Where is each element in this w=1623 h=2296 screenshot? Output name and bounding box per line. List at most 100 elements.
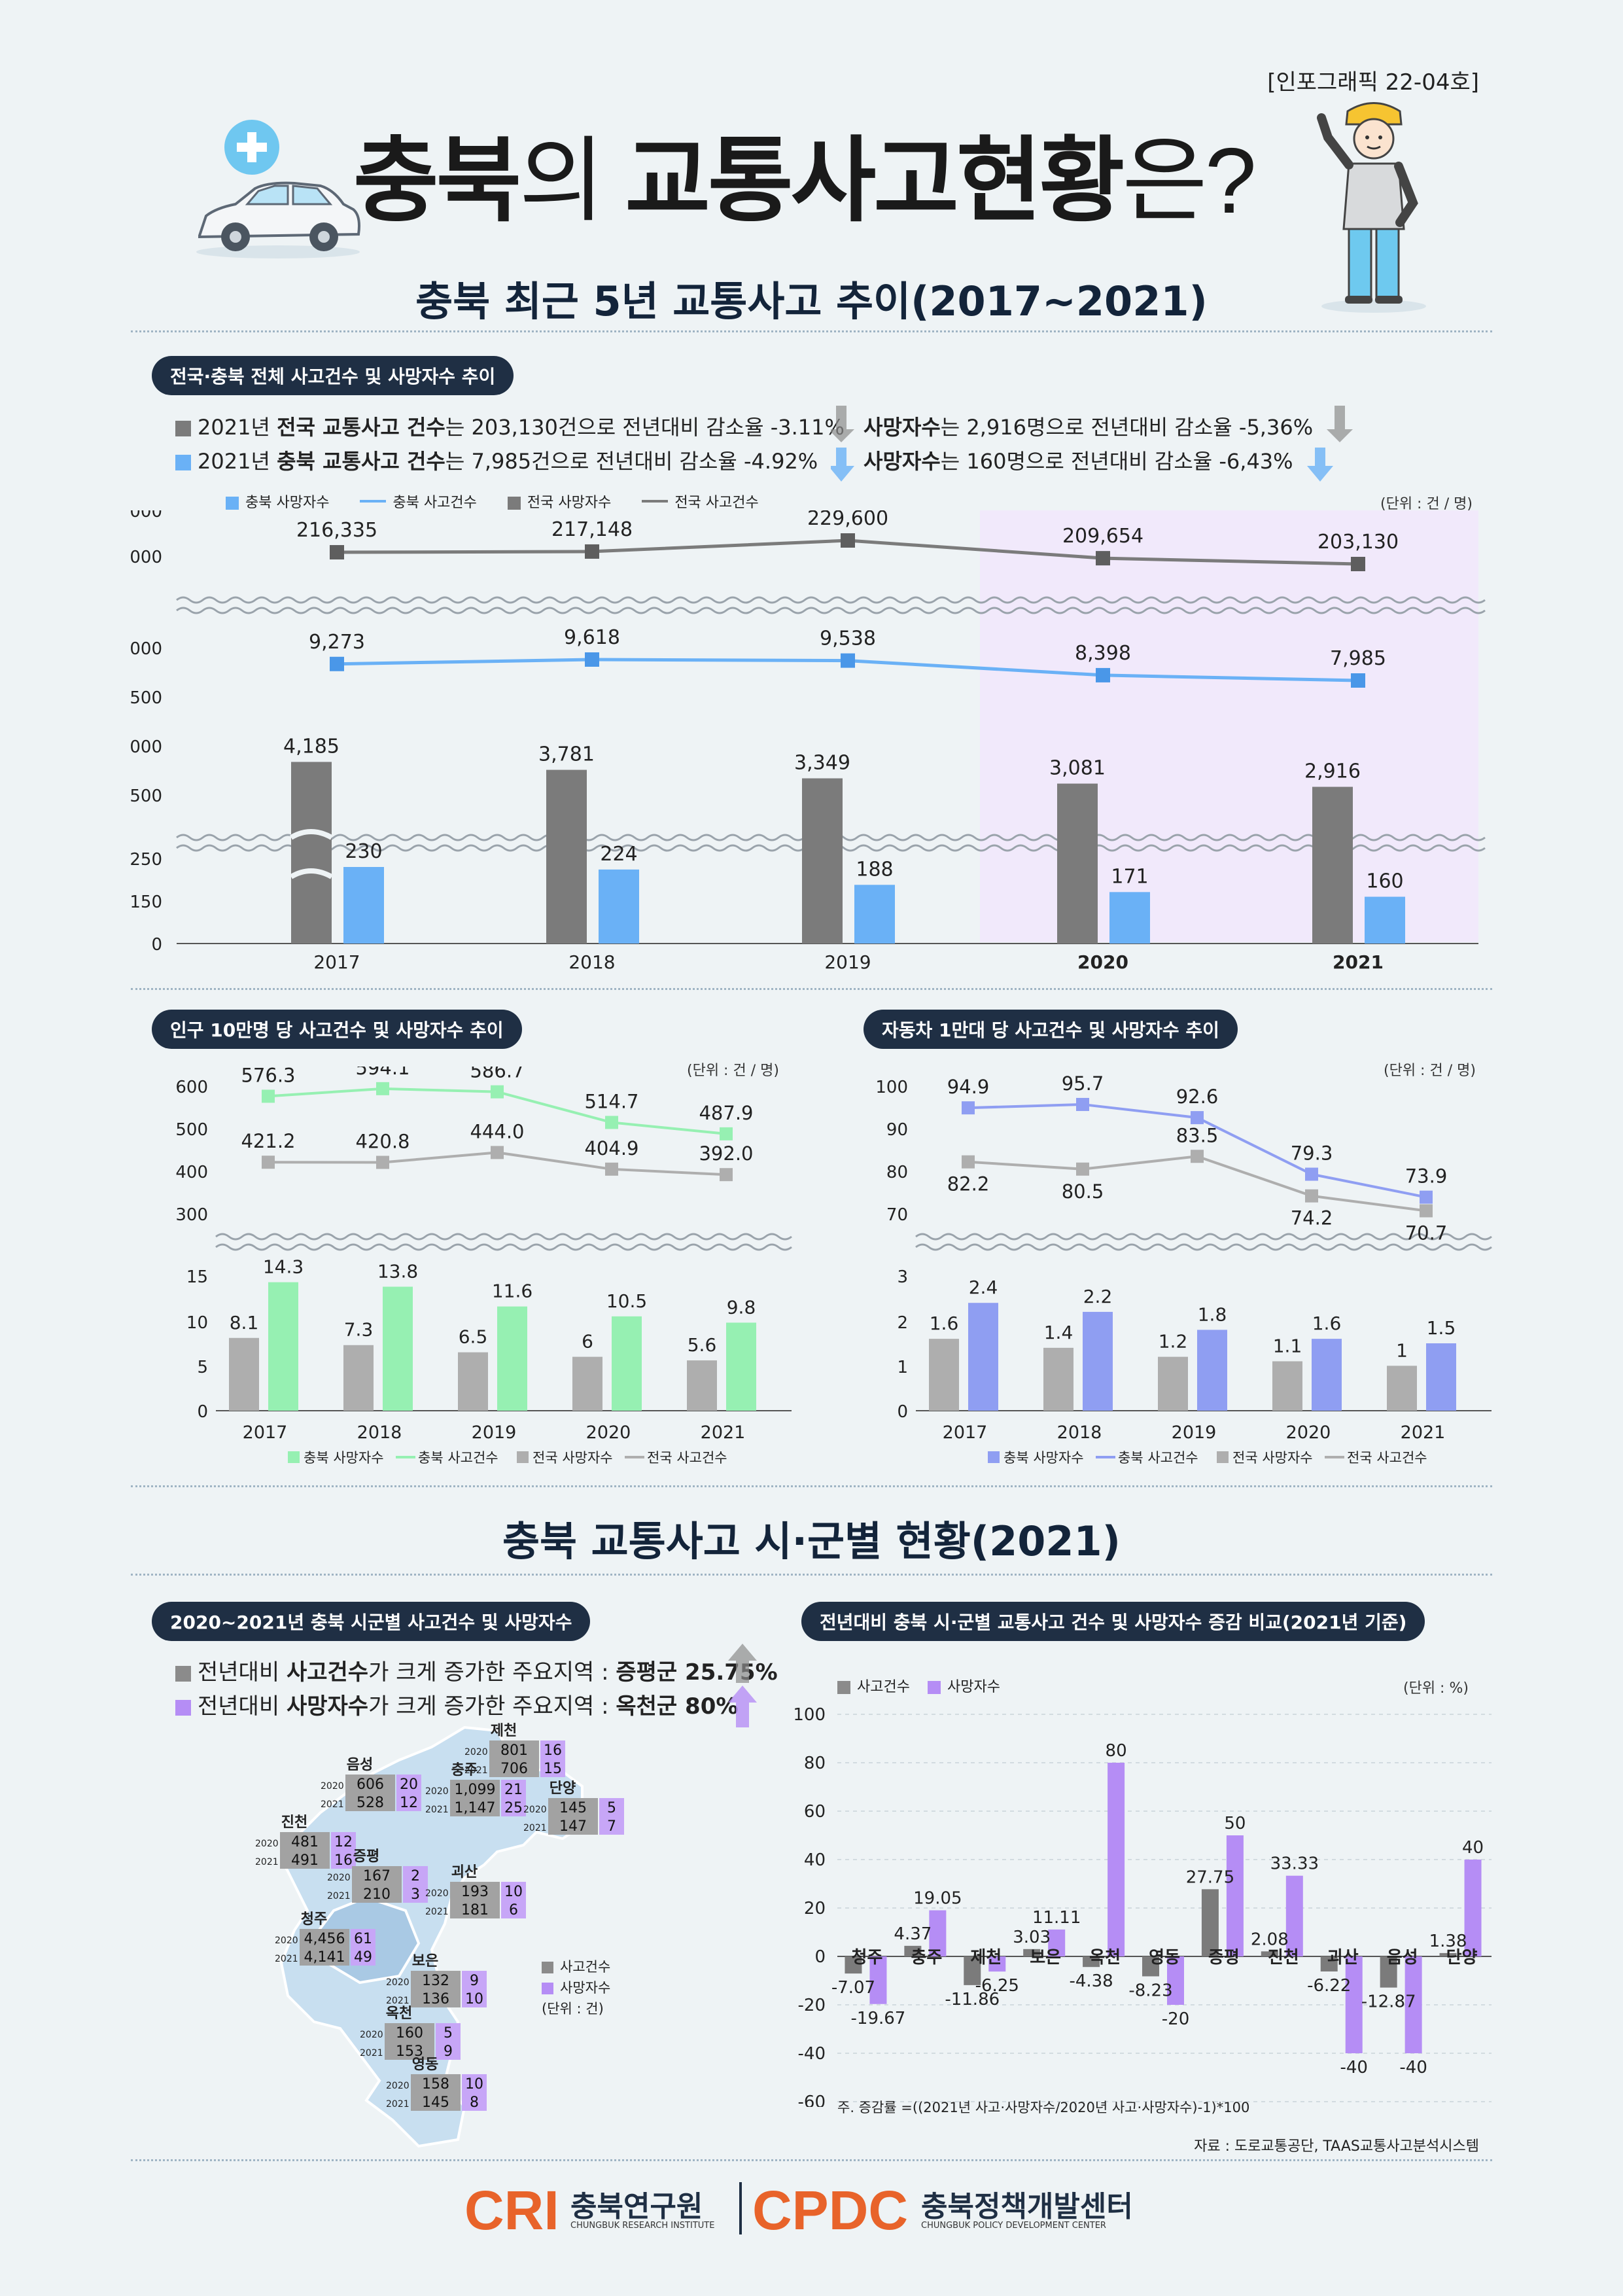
data-label: 216,335 <box>296 519 377 542</box>
accident-value: 801 <box>500 1742 528 1759</box>
year-label: 2021 <box>425 1907 449 1917</box>
bar-accidents <box>904 1945 922 1956</box>
y-tick-label: 15 <box>186 1267 208 1287</box>
data-point <box>605 1162 618 1176</box>
accident-cell <box>345 1793 395 1811</box>
data-label: -8.23 <box>1128 1981 1172 2000</box>
death-cell <box>501 1900 526 1918</box>
x-tick-label: 2018 <box>568 951 615 973</box>
year-label: 2021 <box>386 2099 410 2110</box>
section-region-title: 충북 교통사고 시·군별 현황(2021) <box>502 1517 1121 1565</box>
data-point <box>585 652 599 667</box>
year-label: 2020 <box>275 1935 298 1946</box>
y-tick-label: 7,500 <box>131 688 162 708</box>
accident-value: 153 <box>396 2043 423 2060</box>
death-value: 6 <box>509 1902 518 1918</box>
data-label: 576.3 <box>241 1067 295 1086</box>
data-label: 209,654 <box>1062 525 1143 548</box>
data-label: -12.87 <box>1361 1992 1416 2012</box>
bar-accidents <box>1083 1956 1100 1968</box>
data-label: -20 <box>1162 2009 1189 2029</box>
bar <box>1365 896 1405 944</box>
accident-cell <box>345 1775 395 1793</box>
data-point <box>1076 1097 1089 1111</box>
divider <box>131 1574 1492 1576</box>
x-tick-label: 2021 <box>1401 1422 1446 1443</box>
death-cell <box>351 1929 375 1947</box>
data-point <box>1351 557 1365 571</box>
data-label: 2.2 <box>1083 1286 1113 1307</box>
accident-cell <box>300 1929 349 1947</box>
data-label: -11.86 <box>945 1990 1000 2009</box>
death-value: 16 <box>334 1852 353 1869</box>
accident-value: 481 <box>291 1834 319 1850</box>
bar <box>1312 786 1353 944</box>
x-tick-label: 보은 <box>1030 1948 1061 1968</box>
bar <box>802 778 843 944</box>
accident-cell <box>450 1780 500 1798</box>
panel4-note-deaths: 전년대비 사망자수가 크게 증가한 주요지역 : 옥천군 80% <box>175 1688 738 1720</box>
legend-swatch <box>988 1451 1000 1463</box>
data-label: -19.67 <box>851 2009 906 2028</box>
y-tick-label: -20 <box>798 1996 826 2015</box>
cri-logo: CRI <box>464 2180 559 2241</box>
data-label: 14.3 <box>263 1256 304 1278</box>
accident-cell <box>450 1798 500 1816</box>
data-label: 8,398 <box>1075 642 1131 665</box>
y-tick-label: 250 <box>131 850 162 870</box>
axis-break-wave <box>915 1233 1492 1251</box>
data-point <box>1191 1150 1204 1163</box>
data-point <box>262 1156 275 1169</box>
bar-accidents <box>1380 1956 1397 1988</box>
year-label: 2020 <box>321 1781 344 1792</box>
data-label: 10.5 <box>606 1290 647 1312</box>
death-value: 16 <box>544 1742 562 1759</box>
data-label: 188 <box>856 858 893 881</box>
chart-per-vehicle: 100 90 80 70 3 2 1 0 94.9 95.7 92.6 79.3 73.9 82.2 80.… <box>875 1072 1492 1466</box>
data-label: 392.0 <box>699 1142 753 1165</box>
y-tick-label: 90 <box>886 1120 908 1140</box>
y-tick-label: 10 <box>186 1313 208 1333</box>
blue-square-icon <box>175 455 191 470</box>
data-point <box>962 1155 975 1169</box>
data-label: 487.9 <box>699 1102 753 1124</box>
region-name: 증평 <box>353 1848 379 1865</box>
death-cell <box>351 1947 375 1966</box>
bar <box>497 1306 527 1411</box>
bar <box>1197 1330 1227 1411</box>
bar-accidents <box>1142 1956 1159 1977</box>
year-label: 2020 <box>360 2030 383 2040</box>
y-tick-label: 400 <box>175 1163 208 1182</box>
data-label: 9,538 <box>820 627 876 650</box>
legend-label: 전국 사고건수 <box>647 1450 727 1466</box>
title-main: 교통사고현황 <box>625 129 1125 233</box>
data-label: 594.1 <box>355 1067 410 1079</box>
x-tick-label: 2020 <box>586 1422 631 1443</box>
cpdc-logo: CPDC <box>752 2180 909 2241</box>
y-tick-label: 80 <box>886 1163 908 1182</box>
data-point <box>841 533 855 548</box>
data-label: 4.37 <box>894 1924 932 1944</box>
data-label: 33.33 <box>1270 1854 1319 1874</box>
data-point <box>491 1146 504 1159</box>
data-point <box>330 545 344 560</box>
axis-break-wave <box>176 596 1486 614</box>
bar <box>229 1337 259 1411</box>
legend-label: 충북 사망자수 <box>1003 1450 1084 1466</box>
cpdc-english: CHUNGBUK POLICY DEVELOPMENT CENTER <box>921 2221 1106 2231</box>
x-tick-label: 2021 <box>701 1422 746 1443</box>
data-point <box>1191 1111 1204 1125</box>
y-tick-label: 2 <box>897 1313 908 1333</box>
panel4-legend: 사고건수 사망자수 (단위 : 건) <box>542 1956 610 2019</box>
data-label: -7.07 <box>831 1978 875 1998</box>
data-label: 1.8 <box>1198 1303 1227 1325</box>
bar-accidents <box>1261 1951 1278 1956</box>
data-label: 5.6 <box>688 1334 717 1356</box>
data-point <box>1096 551 1110 566</box>
data-point <box>1420 1204 1433 1218</box>
legend-swatch <box>542 1962 553 1973</box>
data-point <box>262 1089 275 1103</box>
death-value: 21 <box>504 1782 523 1798</box>
accident-cell <box>280 1850 330 1869</box>
data-label: 95.7 <box>1062 1072 1104 1095</box>
